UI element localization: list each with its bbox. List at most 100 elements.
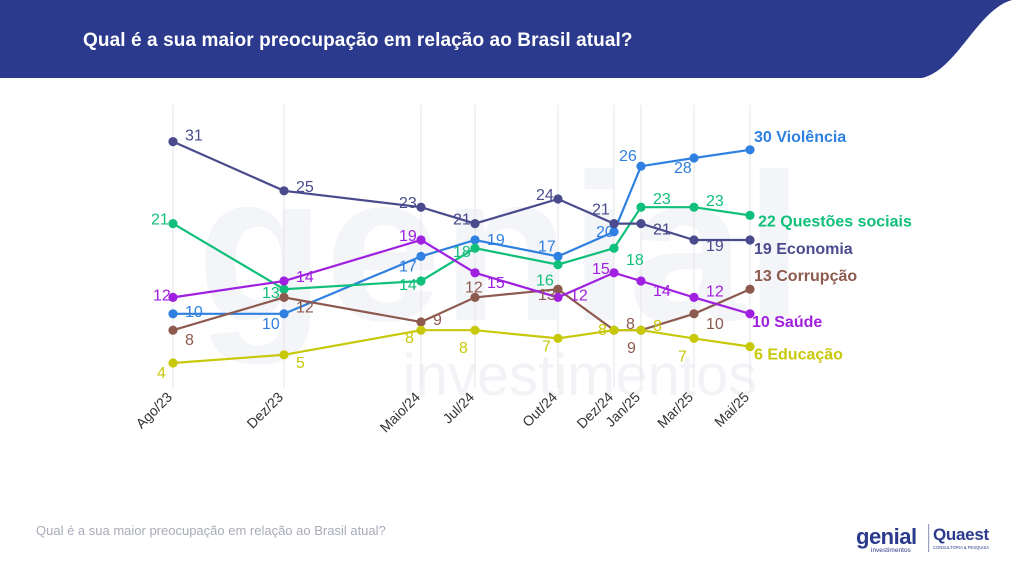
data-point — [470, 219, 480, 229]
data-point — [416, 325, 426, 335]
logo-genial: genial — [856, 524, 917, 549]
data-point — [609, 243, 619, 253]
data-point — [609, 325, 619, 335]
point-label: 25 — [296, 179, 314, 196]
point-label: 16 — [536, 273, 554, 290]
end-label: 22 Questões sociais — [758, 213, 912, 230]
watermark: genial investimentos — [197, 130, 804, 408]
data-point — [416, 251, 426, 261]
data-point — [609, 268, 619, 278]
point-label: 12 — [153, 287, 171, 304]
data-point — [553, 194, 563, 204]
point-label: 15 — [487, 275, 505, 292]
point-label: 23 — [399, 195, 417, 212]
point-label: 23 — [653, 191, 671, 208]
watermark-brand: genial — [197, 130, 804, 365]
point-label: 12 — [706, 283, 724, 300]
data-point — [553, 333, 563, 343]
x-tick-label: Ago/23 — [132, 389, 175, 432]
brand-logos: genial investimentos Quaest CONSULTORIA … — [856, 524, 990, 554]
end-label: 13 Corrupção — [754, 268, 857, 285]
point-label: 10 — [706, 316, 724, 333]
point-label: 21 — [453, 212, 471, 229]
data-point — [416, 276, 426, 286]
data-point — [636, 325, 646, 335]
point-label: 5 — [296, 355, 305, 372]
end-label: 10 Saúde — [752, 314, 822, 331]
point-label: 13 — [538, 287, 556, 304]
data-point — [609, 219, 619, 229]
header-curve-decoration — [922, 0, 1012, 78]
data-point — [279, 276, 289, 286]
data-point — [689, 153, 699, 163]
data-point — [689, 292, 699, 302]
data-point — [553, 251, 563, 261]
page-title: Qual é a sua maior preocupação em relaçã… — [83, 30, 633, 51]
data-point — [279, 186, 289, 196]
data-point — [168, 309, 178, 319]
series-lines — [168, 137, 755, 368]
data-point — [636, 202, 646, 212]
point-label: 7 — [542, 338, 551, 355]
data-point — [553, 284, 563, 294]
point-label: 8 — [626, 316, 635, 333]
data-point — [168, 219, 178, 229]
end-label: 30 Violência — [754, 129, 846, 146]
point-label: 12 — [570, 287, 588, 304]
point-label: 9 — [627, 340, 636, 357]
point-label: 31 — [185, 128, 203, 145]
point-label: 21 — [151, 212, 169, 229]
data-point — [470, 243, 480, 253]
data-point — [168, 292, 178, 302]
data-point — [636, 219, 646, 229]
point-label: 4 — [157, 365, 166, 382]
data-point — [689, 235, 699, 245]
data-point — [168, 137, 178, 147]
data-point — [416, 202, 426, 212]
data-point — [689, 333, 699, 343]
point-label: 14 — [653, 283, 671, 300]
data-point — [636, 276, 646, 286]
point-label: 10 — [262, 316, 280, 333]
data-point — [279, 350, 289, 360]
data-point — [689, 202, 699, 212]
data-point — [745, 284, 755, 294]
data-point — [470, 235, 480, 245]
data-point — [168, 325, 178, 335]
x-tick-label: Dez/23 — [243, 389, 286, 432]
point-label: 19 — [487, 232, 505, 249]
grid-lines — [172, 105, 751, 388]
data-point — [745, 309, 755, 319]
point-label: 12 — [296, 299, 314, 316]
data-point — [168, 358, 178, 368]
watermark-sub: investimentos — [403, 343, 758, 408]
header-bar — [0, 0, 1012, 78]
point-label: 19 — [399, 228, 417, 245]
point-label: 8 — [653, 318, 662, 335]
logo-quaest-sub: CONSULTORIA & PESQUISA — [933, 545, 989, 550]
data-point — [745, 210, 755, 220]
point-label: 20 — [596, 224, 614, 241]
point-label: 7 — [678, 348, 687, 365]
point-labels: 10 10 17 19 17 20 26 28 30 Violência 21 13 14 18 16 18… — [151, 128, 912, 382]
data-point — [279, 309, 289, 319]
data-point — [470, 268, 480, 278]
data-point — [416, 317, 426, 327]
point-label: 17 — [538, 238, 556, 255]
line-chart: genial investimentos 10 10 17 19 17 20 26 28 30 … — [132, 105, 912, 435]
point-label: 9 — [433, 312, 442, 329]
point-label: 13 — [262, 285, 280, 302]
data-point — [745, 342, 755, 352]
end-label: 19 Economia — [754, 241, 853, 258]
point-label: 8 — [185, 332, 194, 349]
data-point — [553, 292, 563, 302]
point-label: 28 — [674, 160, 692, 177]
point-label: 23 — [706, 193, 724, 210]
point-label: 12 — [465, 279, 483, 296]
data-point — [279, 284, 289, 294]
point-label: 10 — [185, 304, 203, 321]
data-point — [689, 309, 699, 319]
point-label: 24 — [536, 187, 554, 204]
point-label: 17 — [399, 258, 417, 275]
point-label: 8 — [459, 340, 468, 357]
